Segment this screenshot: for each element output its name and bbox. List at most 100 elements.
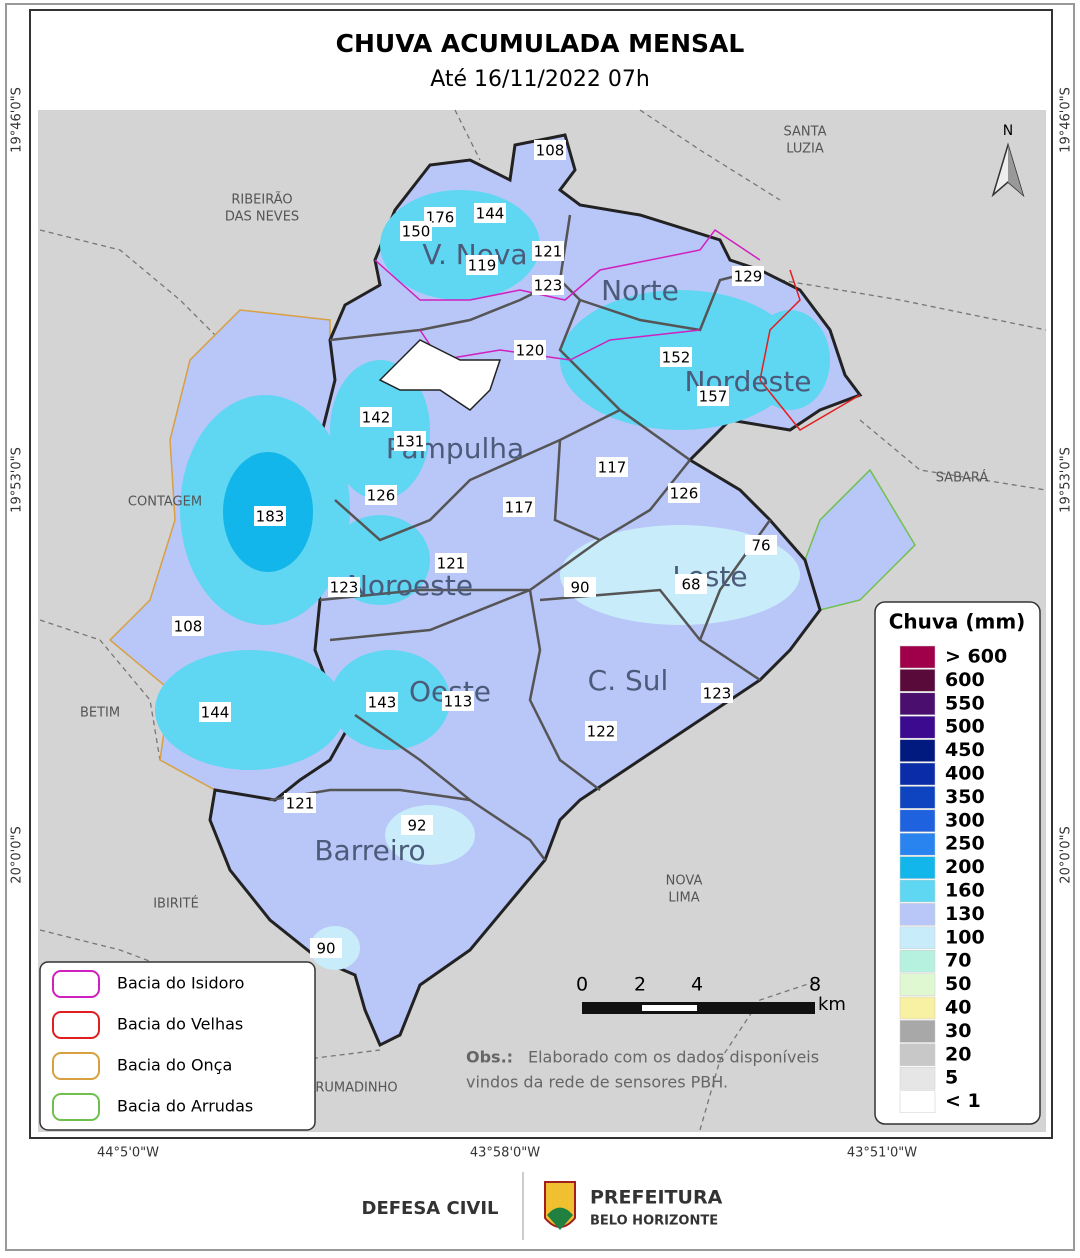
station-box — [596, 457, 628, 477]
latitude-label: 19°46'0"S — [10, 87, 25, 153]
legend-label: 450 — [945, 739, 985, 761]
station-value: 123 — [534, 277, 563, 295]
station-value: 183 — [256, 508, 285, 526]
city-label: SANTA — [784, 125, 827, 140]
city-label: LUZIA — [786, 142, 824, 157]
basin-label: Bacia do Onça — [117, 1056, 232, 1075]
latitude-label: 20°0'0"S — [1059, 826, 1074, 883]
station-value: 123 — [703, 685, 732, 703]
note-label: Obs.: — [466, 1048, 513, 1067]
city-label: BETIM — [80, 706, 120, 721]
legend-swatch — [899, 692, 936, 716]
station-box — [564, 577, 596, 597]
station-value: 76 — [751, 537, 770, 555]
scale-tick: 4 — [691, 974, 703, 996]
station-value: 144 — [476, 205, 505, 223]
station-value: 113 — [444, 693, 473, 711]
city-label: IBIRITÉ — [153, 896, 199, 912]
station-value: 117 — [598, 459, 627, 477]
logo — [544, 1181, 576, 1230]
legend-label: 40 — [945, 997, 971, 1019]
scale-tick: 0 — [576, 974, 588, 996]
city-label: CONTAGEM — [128, 495, 202, 510]
station-box — [360, 407, 392, 427]
station-value: 126 — [367, 487, 396, 505]
legend-label: > 600 — [945, 646, 1007, 668]
city-label: LIMA — [668, 891, 699, 906]
city-label: BRUMADINHO — [306, 1081, 397, 1096]
station-value: 121 — [437, 555, 466, 573]
legend-label: 200 — [945, 856, 985, 878]
basin-label: Bacia do Arrudas — [117, 1097, 253, 1116]
subtitle: Até 16/11/2022 07h — [430, 67, 650, 92]
station-box — [675, 574, 707, 594]
legend-swatch — [899, 926, 936, 950]
legend-label: 400 — [945, 763, 985, 785]
station-box — [514, 340, 546, 360]
station-box — [660, 347, 692, 367]
station-value: 108 — [536, 142, 565, 160]
station-box — [310, 938, 342, 958]
north-label: N — [1003, 123, 1013, 139]
latitude-label: 20°0'0"S — [10, 826, 25, 883]
legend-label: < 1 — [945, 1090, 981, 1112]
municipal-borders — [39, 109, 1047, 1131]
legend-label: 550 — [945, 692, 985, 714]
legend-label: 130 — [945, 903, 985, 925]
legend-swatch — [899, 809, 936, 833]
legend-swatch — [899, 786, 936, 809]
legend-swatch — [899, 739, 936, 762]
basin-swatch — [52, 970, 100, 998]
legend-swatch — [899, 715, 936, 739]
city-label: SABARÁ — [936, 470, 989, 486]
station-value: 121 — [534, 243, 563, 261]
station-box — [466, 255, 498, 275]
station-box — [442, 691, 474, 711]
north-arrow — [991, 142, 1025, 198]
basin-swatch — [52, 1011, 100, 1039]
region-label: Noroeste — [347, 569, 473, 602]
station-value: 117 — [505, 499, 534, 517]
basin-legend-box — [39, 961, 316, 1131]
legend-label: 300 — [945, 809, 985, 831]
station-box — [534, 140, 566, 160]
legend-swatch — [899, 1020, 936, 1043]
legend-swatch — [899, 996, 936, 1020]
station-box — [532, 275, 564, 295]
station-box — [532, 241, 564, 261]
station-box — [474, 203, 506, 223]
station-box — [745, 535, 777, 555]
legend-label: 160 — [945, 880, 985, 902]
velhas-line — [759, 269, 861, 431]
basin-swatch — [52, 1093, 100, 1121]
legend-label: 20 — [945, 1043, 971, 1065]
station-box — [435, 553, 467, 573]
station-value: 68 — [681, 576, 700, 594]
station-value: 144 — [201, 704, 230, 722]
station-value: 123 — [330, 579, 359, 597]
footer-subtitle: BELO HORIZONTE — [590, 1214, 718, 1229]
station-value: 121 — [286, 795, 315, 813]
station-box — [585, 721, 617, 741]
note-text: Elaborado com os dados disponíveis — [528, 1048, 819, 1067]
station-value: 126 — [670, 485, 699, 503]
station-value: 92 — [407, 817, 426, 835]
station-box — [401, 815, 433, 835]
latitude-label: 19°53'0"S — [1059, 447, 1074, 513]
legend-swatch — [899, 856, 936, 879]
station-box — [172, 616, 204, 636]
legend-swatch — [899, 1066, 936, 1090]
city-label: NOVA — [666, 874, 703, 889]
station-value: 142 — [362, 409, 391, 427]
station-value: 122 — [587, 723, 616, 741]
scale-bar-segment — [642, 1005, 697, 1011]
scale-tick: 8 — [809, 974, 821, 996]
legend-label: 50 — [945, 973, 971, 995]
station-box — [366, 692, 398, 712]
station-value: 150 — [402, 223, 431, 241]
station-box — [254, 506, 286, 526]
legend-label: 30 — [945, 1020, 971, 1042]
station-value: 90 — [570, 579, 589, 597]
scale-bar — [582, 1002, 815, 1014]
